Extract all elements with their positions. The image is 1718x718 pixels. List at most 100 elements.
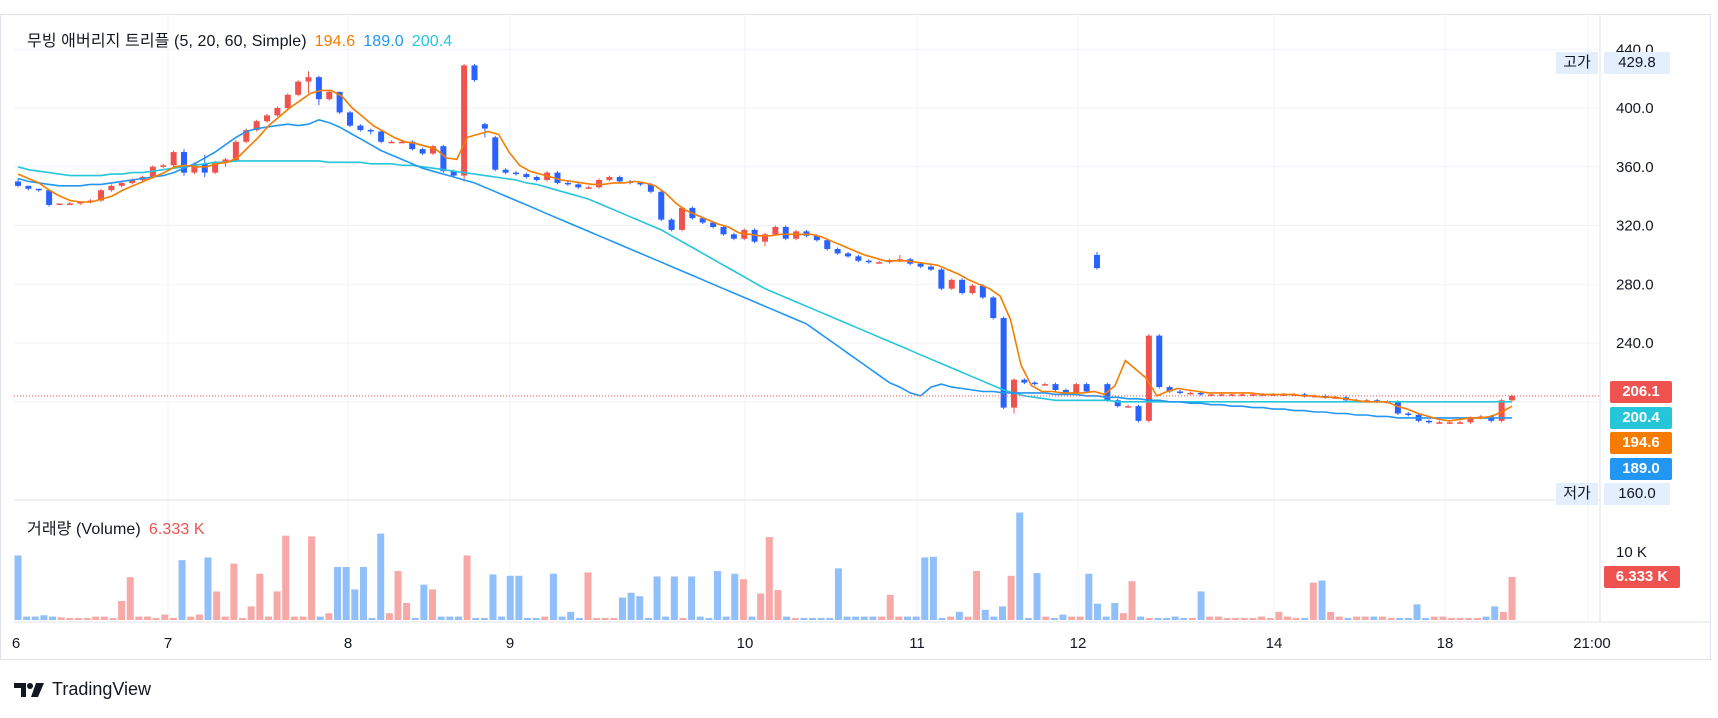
candle-body bbox=[35, 188, 42, 191]
candle-body bbox=[575, 184, 582, 188]
candle-body bbox=[1426, 420, 1432, 423]
volume-bar bbox=[1396, 617, 1404, 620]
volume-bar bbox=[843, 616, 851, 620]
volume-bar bbox=[886, 594, 894, 620]
candle-body bbox=[284, 94, 291, 108]
volume-bar bbox=[644, 617, 652, 620]
volume-bar bbox=[299, 616, 307, 620]
volume-bar bbox=[575, 617, 583, 620]
volume-bar bbox=[662, 616, 670, 620]
volume-bar bbox=[1042, 616, 1050, 620]
volume-bar bbox=[990, 616, 998, 620]
candle-body bbox=[1208, 394, 1215, 396]
candle-body bbox=[1094, 254, 1100, 269]
tradingview-brand[interactable]: TradingView bbox=[14, 679, 151, 700]
candle-body bbox=[1467, 417, 1474, 423]
candle-body bbox=[1498, 400, 1505, 421]
ma-indicator-name[interactable]: 무빙 애버리지 트리플 (5, 20, 60, Simple) bbox=[27, 33, 307, 50]
volume-bar bbox=[1145, 617, 1153, 620]
volume-bar bbox=[1085, 573, 1093, 620]
candle-body bbox=[1062, 390, 1069, 393]
candle-body bbox=[409, 141, 416, 150]
candle-body bbox=[513, 172, 519, 175]
candle-body bbox=[834, 249, 841, 254]
moving-average-lines bbox=[17, 89, 1513, 422]
candle-body bbox=[1218, 394, 1225, 396]
candle-body bbox=[1156, 335, 1163, 388]
candle-body bbox=[118, 182, 125, 186]
volume-indicator-name[interactable]: 거래량 (Volume) bbox=[27, 521, 141, 538]
volume-bar bbox=[1482, 616, 1490, 620]
volume-bar bbox=[385, 613, 393, 620]
candle-body bbox=[720, 226, 727, 235]
candle-body bbox=[959, 279, 966, 294]
candle-body bbox=[1000, 318, 1007, 408]
candle-body bbox=[1446, 422, 1453, 424]
candle-body bbox=[274, 108, 281, 116]
volume-bar bbox=[783, 616, 791, 620]
volume-bar bbox=[1033, 573, 1041, 620]
candle-body bbox=[865, 260, 872, 263]
volume-bar bbox=[23, 616, 31, 620]
candle-body bbox=[1042, 384, 1049, 386]
volume-bar bbox=[316, 616, 324, 620]
volume-bar bbox=[748, 616, 756, 620]
volume-bar bbox=[567, 611, 575, 620]
candle-body bbox=[917, 263, 924, 267]
candle-body bbox=[25, 185, 32, 189]
candle-body bbox=[108, 185, 115, 191]
volume-bar bbox=[256, 573, 264, 620]
volume-last-tag: 6.333 K bbox=[1604, 566, 1680, 588]
candle-body bbox=[212, 162, 219, 173]
volume-bar bbox=[57, 617, 65, 620]
volume-bar bbox=[92, 616, 100, 620]
volume-bar bbox=[213, 591, 221, 620]
volume-bar bbox=[964, 616, 972, 620]
volume-bar bbox=[903, 616, 911, 620]
volume-bar bbox=[549, 573, 557, 620]
candle-body bbox=[326, 91, 333, 100]
volume-bar bbox=[696, 616, 704, 620]
candle-body bbox=[845, 253, 851, 257]
candle-body bbox=[440, 146, 447, 172]
volume-bar bbox=[1491, 606, 1499, 620]
volume-bar bbox=[264, 616, 272, 620]
volume-bar bbox=[800, 617, 808, 620]
candle-body bbox=[1197, 392, 1204, 395]
volume-bar bbox=[860, 616, 868, 620]
volume-bar bbox=[1171, 616, 1179, 620]
volume-bar bbox=[403, 603, 411, 620]
volume-bar bbox=[342, 566, 350, 620]
volume-bar bbox=[1318, 580, 1326, 620]
volume-bar bbox=[1353, 616, 1361, 620]
ma60-value: 200.4 bbox=[411, 33, 453, 50]
volume-bar bbox=[1370, 616, 1378, 620]
candle-body bbox=[762, 234, 768, 242]
volume-bar bbox=[1275, 611, 1283, 620]
volume-bar bbox=[472, 617, 480, 620]
volume-bar bbox=[506, 575, 514, 620]
candle-body bbox=[1394, 401, 1401, 414]
candle-body bbox=[77, 202, 84, 204]
volume-bar bbox=[1223, 617, 1231, 620]
volume-bars bbox=[14, 512, 1516, 620]
volume-bar bbox=[221, 616, 229, 620]
candle-body bbox=[129, 179, 136, 183]
volume-bar bbox=[178, 560, 186, 620]
candle-body bbox=[98, 190, 104, 201]
volume-bar bbox=[498, 616, 506, 620]
time-tick-label: 14 bbox=[1266, 635, 1283, 652]
volume-bar bbox=[308, 536, 316, 620]
volume-bar bbox=[1283, 616, 1291, 620]
volume-bar bbox=[1076, 616, 1084, 620]
volume-bar bbox=[239, 617, 247, 620]
candle-body bbox=[1021, 379, 1028, 383]
volume-bar bbox=[247, 606, 255, 620]
ma60-line bbox=[17, 160, 1512, 403]
candle-body bbox=[295, 81, 302, 95]
candle-body bbox=[419, 149, 426, 154]
candle-body bbox=[305, 77, 312, 82]
volume-bar bbox=[981, 609, 989, 620]
